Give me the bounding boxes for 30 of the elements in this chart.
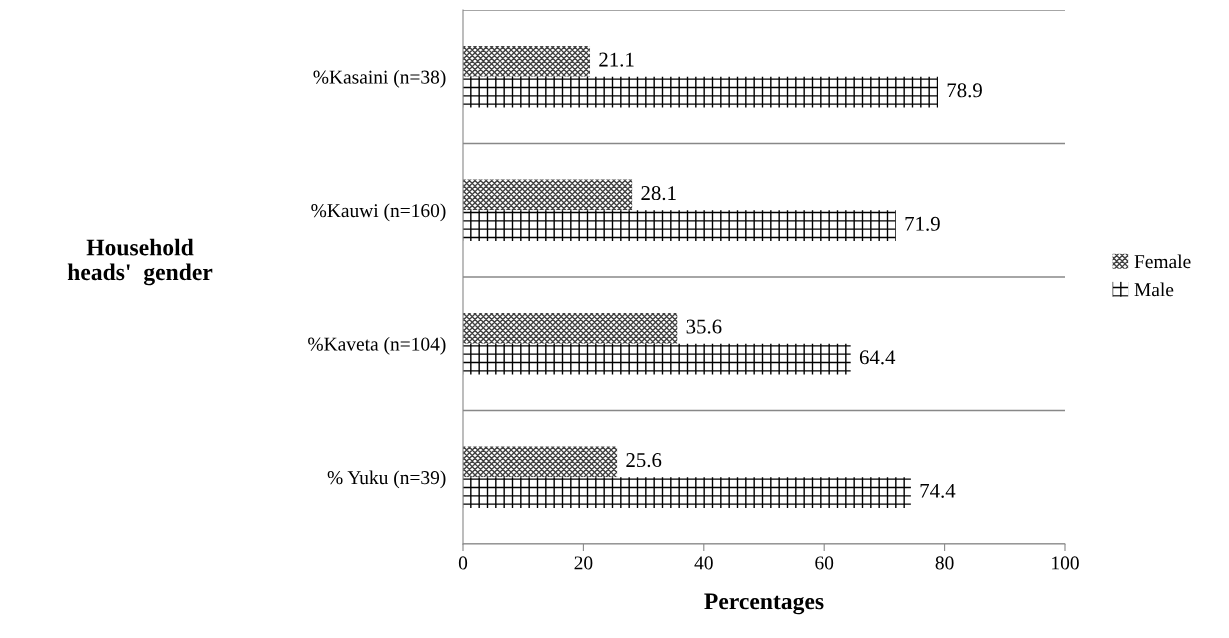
y-tick-label: %Kauwi (n=160): [311, 203, 446, 222]
data-label: 28.1: [641, 186, 676, 201]
data-label: 21.1: [599, 52, 634, 67]
bar: [463, 210, 896, 241]
x-tick-label: 0: [458, 556, 468, 570]
legend-label: Male: [1134, 282, 1174, 297]
y-tick-label: % Yuku (n=39): [327, 470, 446, 489]
x-axis-title: Percentages: [704, 593, 824, 615]
data-label: 25.6: [626, 453, 662, 468]
bar: [463, 446, 618, 478]
data-label: 35.6: [686, 319, 722, 334]
data-label: 64.4: [859, 350, 896, 365]
bar: [463, 179, 633, 211]
x-tick-label: 80: [935, 556, 954, 570]
x-tick-label: 100: [1052, 556, 1079, 570]
bar: [463, 46, 591, 77]
y-tick-label: %Kasaini (n=38): [313, 70, 446, 88]
x-tick-label: 60: [815, 556, 834, 570]
x-tick-label: 40: [694, 556, 713, 570]
legend-label: Female: [1134, 254, 1191, 269]
bar: [463, 477, 911, 508]
y-axis-title: Household heads' gender: [67, 238, 213, 286]
bar: [463, 76, 938, 108]
y-tick-label: %Kaveta (n=104): [308, 337, 446, 355]
bar: [463, 343, 851, 375]
data-label: 78.9: [947, 83, 982, 98]
x-tick-label: 20: [574, 556, 593, 570]
data-label: 74.4: [920, 483, 956, 498]
data-label: 71.9: [905, 216, 940, 231]
bar: [463, 313, 678, 344]
